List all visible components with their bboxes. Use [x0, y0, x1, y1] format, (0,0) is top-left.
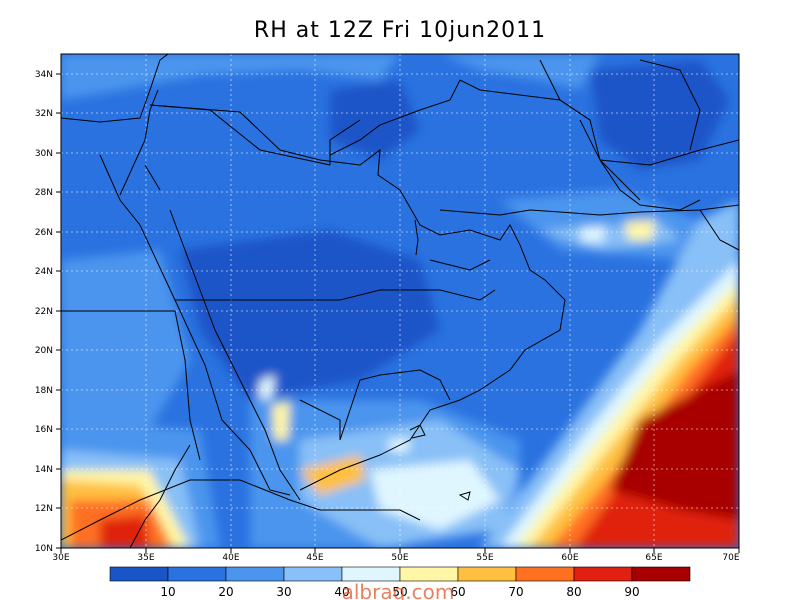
lat-label: 20N: [35, 346, 53, 356]
colorbar-label: 60: [450, 585, 465, 599]
colorbar-swatch: [631, 566, 691, 582]
colorbar-label: 50: [392, 585, 407, 599]
lat-label: 28N: [35, 188, 53, 198]
colorbar-swatch: [283, 566, 343, 582]
lat-label: 24N: [35, 267, 53, 277]
colorbar-label: 20: [218, 585, 233, 599]
map-title: RH at 12Z Fri 10jun2011: [253, 18, 547, 43]
colorbar-swatch: [515, 566, 575, 582]
lon-label: 35E: [137, 553, 154, 563]
lon-axis: 30E 35E 40E 45E 50E 55E 60E 65E 70E: [52, 548, 740, 563]
lat-label: 10N: [35, 544, 53, 554]
lat-label: 30N: [35, 149, 53, 159]
colorbar-label: 90: [624, 585, 639, 599]
colorbar-label: 80: [566, 585, 581, 599]
lon-label: 50E: [391, 553, 408, 563]
watermark: albraq.com: [342, 580, 455, 600]
lon-label: 30E: [52, 553, 69, 563]
colorbar-label: 30: [276, 585, 291, 599]
lat-label: 18N: [35, 386, 53, 396]
colorbar: 10 20 30 40 50 60 70 80 90: [109, 566, 691, 599]
lon-label: 70E: [722, 553, 739, 563]
grid-lines: [61, 54, 739, 548]
colorbar-swatch: [109, 566, 169, 582]
lat-label: 26N: [35, 228, 53, 238]
colorbar-swatch: [573, 566, 633, 582]
lon-label: 55E: [476, 553, 493, 563]
lon-label: 45E: [306, 553, 323, 563]
lon-label: 65E: [645, 553, 662, 563]
colorbar-swatch: [399, 566, 459, 582]
colorbar-label: 10: [160, 585, 175, 599]
colorbar-swatch: [225, 566, 285, 582]
colorbar-swatch: [457, 566, 517, 582]
coastlines: [61, 54, 739, 548]
lat-label: 12N: [35, 504, 53, 514]
lat-label: 22N: [35, 307, 53, 317]
colorbar-label: 70: [508, 585, 523, 599]
colorbar-label: 40: [334, 585, 349, 599]
lat-label: 32N: [35, 109, 53, 119]
colorbar-swatch: [167, 566, 227, 582]
colorbar-swatch: [341, 566, 401, 582]
borders: [61, 59, 701, 461]
lat-label: 16N: [35, 425, 53, 435]
lat-label: 14N: [35, 465, 53, 475]
lat-axis: 34N 32N 30N 28N 26N 24N 22N 20N 18N 16N …: [35, 70, 61, 554]
lat-label: 34N: [35, 70, 53, 80]
lon-label: 60E: [561, 553, 578, 563]
lon-label: 40E: [222, 553, 239, 563]
